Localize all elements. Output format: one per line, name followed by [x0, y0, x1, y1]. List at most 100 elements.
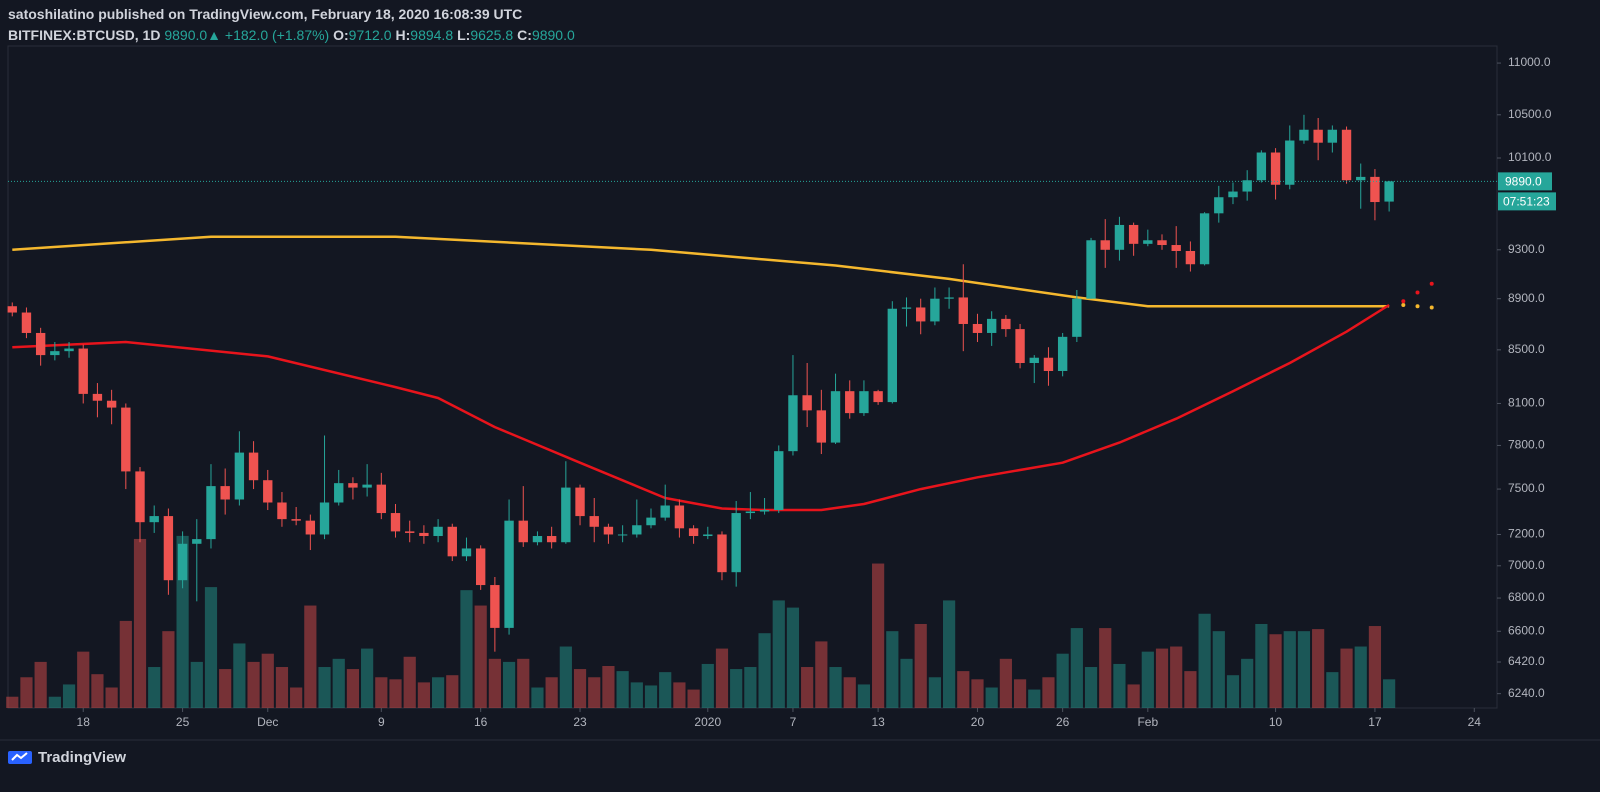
volume-bar [133, 538, 147, 708]
candle-body [433, 526, 443, 537]
candle-body [248, 452, 259, 481]
volume-bar [715, 648, 729, 708]
volume-bar [659, 672, 672, 708]
candle-body [1029, 357, 1039, 364]
candle-body [802, 395, 812, 411]
last-price-label: 9890.0 [1505, 175, 1542, 189]
volume-bar [1084, 667, 1098, 708]
candle-body [1157, 240, 1167, 246]
y-tick-label: 6420.0 [1508, 654, 1545, 668]
x-tick-label: 26 [1056, 715, 1070, 729]
volume-bar [857, 684, 871, 708]
volume-bar [815, 641, 828, 708]
candle-body [972, 323, 983, 333]
candle-body [1072, 298, 1082, 337]
candle-body [1256, 152, 1267, 181]
candle-body [1214, 197, 1224, 214]
candle-body [532, 536, 543, 543]
volume-bar [1013, 679, 1027, 708]
candle-body [603, 526, 614, 535]
candle-body [177, 543, 188, 581]
candle-body [263, 480, 273, 503]
volume-bar [786, 607, 800, 708]
candle-body [7, 306, 17, 313]
volume-bar [1297, 631, 1311, 708]
candle-body [717, 534, 727, 573]
volume-bar [644, 685, 658, 708]
volume-bar [616, 671, 629, 708]
volume-bar [375, 677, 388, 708]
x-tick-label: 23 [573, 715, 587, 729]
candle-body [447, 526, 457, 557]
volume-bar [48, 696, 61, 708]
candle-body [1384, 181, 1394, 202]
volume-bar [701, 663, 714, 708]
author-line: satoshilatino published on TradingView.c… [8, 6, 523, 22]
volume-bar [957, 671, 970, 708]
y-tick-label: 8500.0 [1508, 342, 1545, 356]
candle-body [319, 502, 330, 535]
candle-body [958, 297, 968, 324]
candle-body [774, 451, 784, 511]
candle-body [916, 307, 926, 322]
candle-body [575, 487, 585, 517]
volume-bar [304, 605, 317, 708]
logo-mark [11, 752, 28, 761]
x-tick-label: 24 [1468, 715, 1482, 729]
ohlc: O:9712.0 H:9894.8 L:9625.8 C:9890.0 [333, 27, 579, 43]
moving-average [12, 303, 1390, 512]
volume-bar [914, 623, 927, 708]
volume-bar [1368, 626, 1382, 708]
volume-bar [843, 677, 856, 708]
volume-bar [1226, 675, 1240, 708]
ohlc-label: L: [457, 27, 471, 43]
candle-body [1114, 224, 1125, 250]
x-tick-label: 9 [378, 715, 385, 729]
y-tick-label: 11000.0 [1508, 55, 1551, 69]
candle-body [632, 525, 642, 535]
volume-bar [1269, 634, 1282, 708]
volume-bar [6, 696, 19, 708]
volume-bar [673, 682, 686, 708]
volume-bar [1028, 689, 1041, 708]
volume-bar [431, 677, 445, 708]
volume-bar [531, 687, 544, 708]
x-tick-label: 25 [176, 715, 190, 729]
volume-bar [872, 563, 885, 708]
candle-body [561, 487, 571, 543]
candle-body [788, 395, 798, 452]
volume-bar [219, 669, 232, 708]
candle-body [348, 483, 358, 488]
x-tick-label: 10 [1269, 715, 1283, 729]
volume-bar [942, 600, 956, 708]
x-tick-label: 18 [77, 715, 91, 729]
last: 9890.0 [164, 27, 208, 43]
candle-body [277, 502, 287, 520]
brand: TradingView [38, 749, 126, 766]
ohlc-label: H: [395, 27, 411, 43]
candle-body [1057, 336, 1068, 371]
volume-bar [91, 674, 104, 708]
volume-bar [1283, 631, 1296, 708]
volume-bar [502, 661, 516, 708]
candle-body [688, 528, 699, 537]
volume-bar [247, 661, 260, 708]
candle-body [1341, 129, 1352, 181]
candle-body [1171, 245, 1181, 251]
volume-bar [559, 646, 572, 708]
candle-body [1185, 250, 1196, 265]
candle-body [1143, 240, 1153, 244]
candle-body [660, 505, 670, 518]
candle-body [1313, 129, 1323, 143]
x-tick-label: 13 [871, 715, 885, 729]
y-tick-label: 10100.0 [1508, 150, 1552, 164]
candle-body [901, 307, 912, 309]
volume-bar [488, 658, 501, 708]
volume-bar [1198, 613, 1211, 708]
volume-bar [1170, 646, 1183, 708]
volume-bar [233, 643, 246, 708]
candle-body [1242, 180, 1252, 192]
volume-bar [758, 633, 771, 708]
volume-bar [1340, 648, 1353, 708]
